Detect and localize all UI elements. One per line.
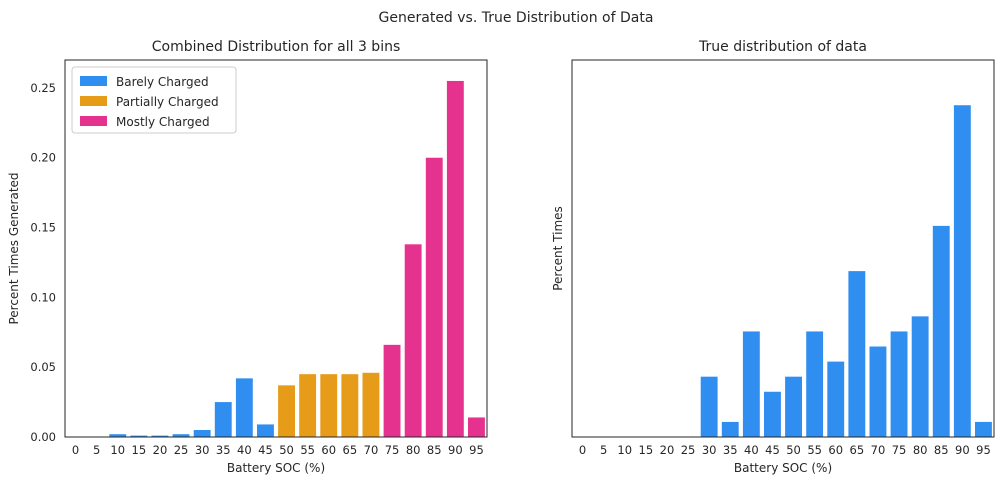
x-tick-label: 70	[364, 443, 379, 457]
x-tick-label: 30	[195, 443, 210, 457]
y-tick-label: 0.25	[30, 81, 56, 95]
bar-45	[257, 424, 274, 437]
bar-65	[848, 271, 866, 437]
x-tick-label: 15	[639, 443, 654, 457]
x-tick-label: 90	[448, 443, 463, 457]
legend-label: Barely Charged	[116, 75, 209, 89]
bar-50	[278, 385, 295, 437]
x-tick-label: 55	[807, 443, 822, 457]
y-tick-label: 0.05	[30, 360, 56, 374]
bar-90	[446, 80, 464, 437]
x-tick-label: 50	[786, 443, 801, 457]
x-axis-label: Battery SOC (%)	[734, 461, 832, 475]
bar-90	[953, 105, 971, 438]
bar-35	[214, 402, 232, 437]
legend: Barely Charged Partially Charged Mostly Ch…	[71, 66, 237, 134]
legend-swatch	[80, 76, 107, 86]
axes-frame	[64, 59, 488, 438]
x-tick-label: 40	[237, 443, 252, 457]
bar-30	[700, 376, 718, 437]
x-tick-label: 60	[828, 443, 843, 457]
y-axis-label: Percent Times Generated	[7, 172, 21, 324]
bar-95	[468, 417, 485, 437]
x-tick-label: 80	[913, 443, 928, 457]
x-tick-label: 5	[93, 443, 100, 457]
x-tick-label: 45	[765, 443, 780, 457]
x-tick-label: 5	[600, 443, 607, 457]
x-tick-label: 20	[153, 443, 168, 457]
x-tick-label: 45	[258, 443, 273, 457]
x-tick-label: 30	[702, 443, 717, 457]
bar-15	[130, 435, 148, 437]
bar-80	[404, 244, 422, 437]
bar-75	[383, 344, 401, 437]
x-tick-label: 80	[406, 443, 421, 457]
x-tick-label: 10	[110, 443, 125, 457]
figure-title: Generated vs. True Distribution of Data	[379, 10, 654, 26]
legend-swatch	[80, 96, 107, 106]
bar-30	[193, 430, 211, 437]
y-tick-label: 0.00	[30, 430, 56, 444]
y-tick-label: 0.10	[30, 290, 56, 304]
x-tick-label: 95	[976, 443, 991, 457]
bar-70	[869, 346, 887, 437]
legend-box	[71, 66, 237, 134]
bar-60	[320, 374, 338, 437]
bar-50	[785, 376, 802, 437]
x-tick-label: 0	[72, 443, 79, 457]
bar-25	[172, 434, 190, 437]
y-tick-label: 0.20	[30, 151, 56, 165]
bar-85	[932, 225, 950, 437]
bar-55	[806, 331, 824, 437]
x-tick-label: 35	[723, 443, 738, 457]
chart-title: True distribution of data	[698, 39, 867, 55]
bar-10	[109, 434, 127, 437]
x-tick-label: 25	[681, 443, 696, 457]
y-tick-label: 0.15	[30, 221, 56, 235]
bar-55	[299, 374, 317, 437]
chart-title: Combined Distribution for all 3 bins	[152, 39, 401, 55]
bar-60	[827, 361, 845, 437]
x-tick-label: 85	[427, 443, 442, 457]
bar-80	[911, 316, 929, 437]
x-tick-label: 20	[660, 443, 675, 457]
x-tick-label: 35	[216, 443, 231, 457]
bar-75	[890, 331, 908, 437]
left-chart: Combined Distribution for all 3 bins 0 5 10…	[7, 39, 488, 475]
bar-40	[235, 378, 253, 437]
bar-65	[341, 374, 359, 437]
bar-85	[425, 157, 443, 438]
x-tick-label: 10	[617, 443, 632, 457]
x-tick-label: 75	[892, 443, 907, 457]
x-tick-label: 70	[871, 443, 886, 457]
x-tick-label: 85	[934, 443, 949, 457]
y-axis-label: Percent Times	[551, 206, 565, 291]
x-tick-label: 65	[850, 443, 865, 457]
x-tick-label: 40	[744, 443, 759, 457]
legend-label: Mostly Charged	[116, 115, 210, 129]
x-tick-label: 65	[343, 443, 358, 457]
bar-20	[151, 435, 169, 437]
x-tick-label: 60	[321, 443, 336, 457]
bar-35	[721, 421, 739, 437]
x-tick-label: 75	[385, 443, 400, 457]
legend-label: Partially Charged	[116, 95, 219, 109]
x-tick-label: 0	[579, 443, 586, 457]
x-tick-label: 50	[279, 443, 294, 457]
legend-swatch	[80, 116, 107, 126]
x-tick-label: 25	[174, 443, 189, 457]
bar-95	[975, 421, 992, 437]
x-tick-label: 55	[300, 443, 315, 457]
x-tick-label: 15	[132, 443, 147, 457]
right-chart: True distribution of data 0 5 10 15 20 25 30 35 4…	[551, 39, 995, 475]
bar-45	[764, 391, 781, 437]
axes-frame	[571, 59, 995, 438]
x-tick-label: 90	[955, 443, 970, 457]
bar-70	[362, 372, 380, 437]
x-tick-label: 95	[469, 443, 484, 457]
bar-40	[742, 331, 760, 437]
x-axis-label: Battery SOC (%)	[227, 461, 325, 475]
